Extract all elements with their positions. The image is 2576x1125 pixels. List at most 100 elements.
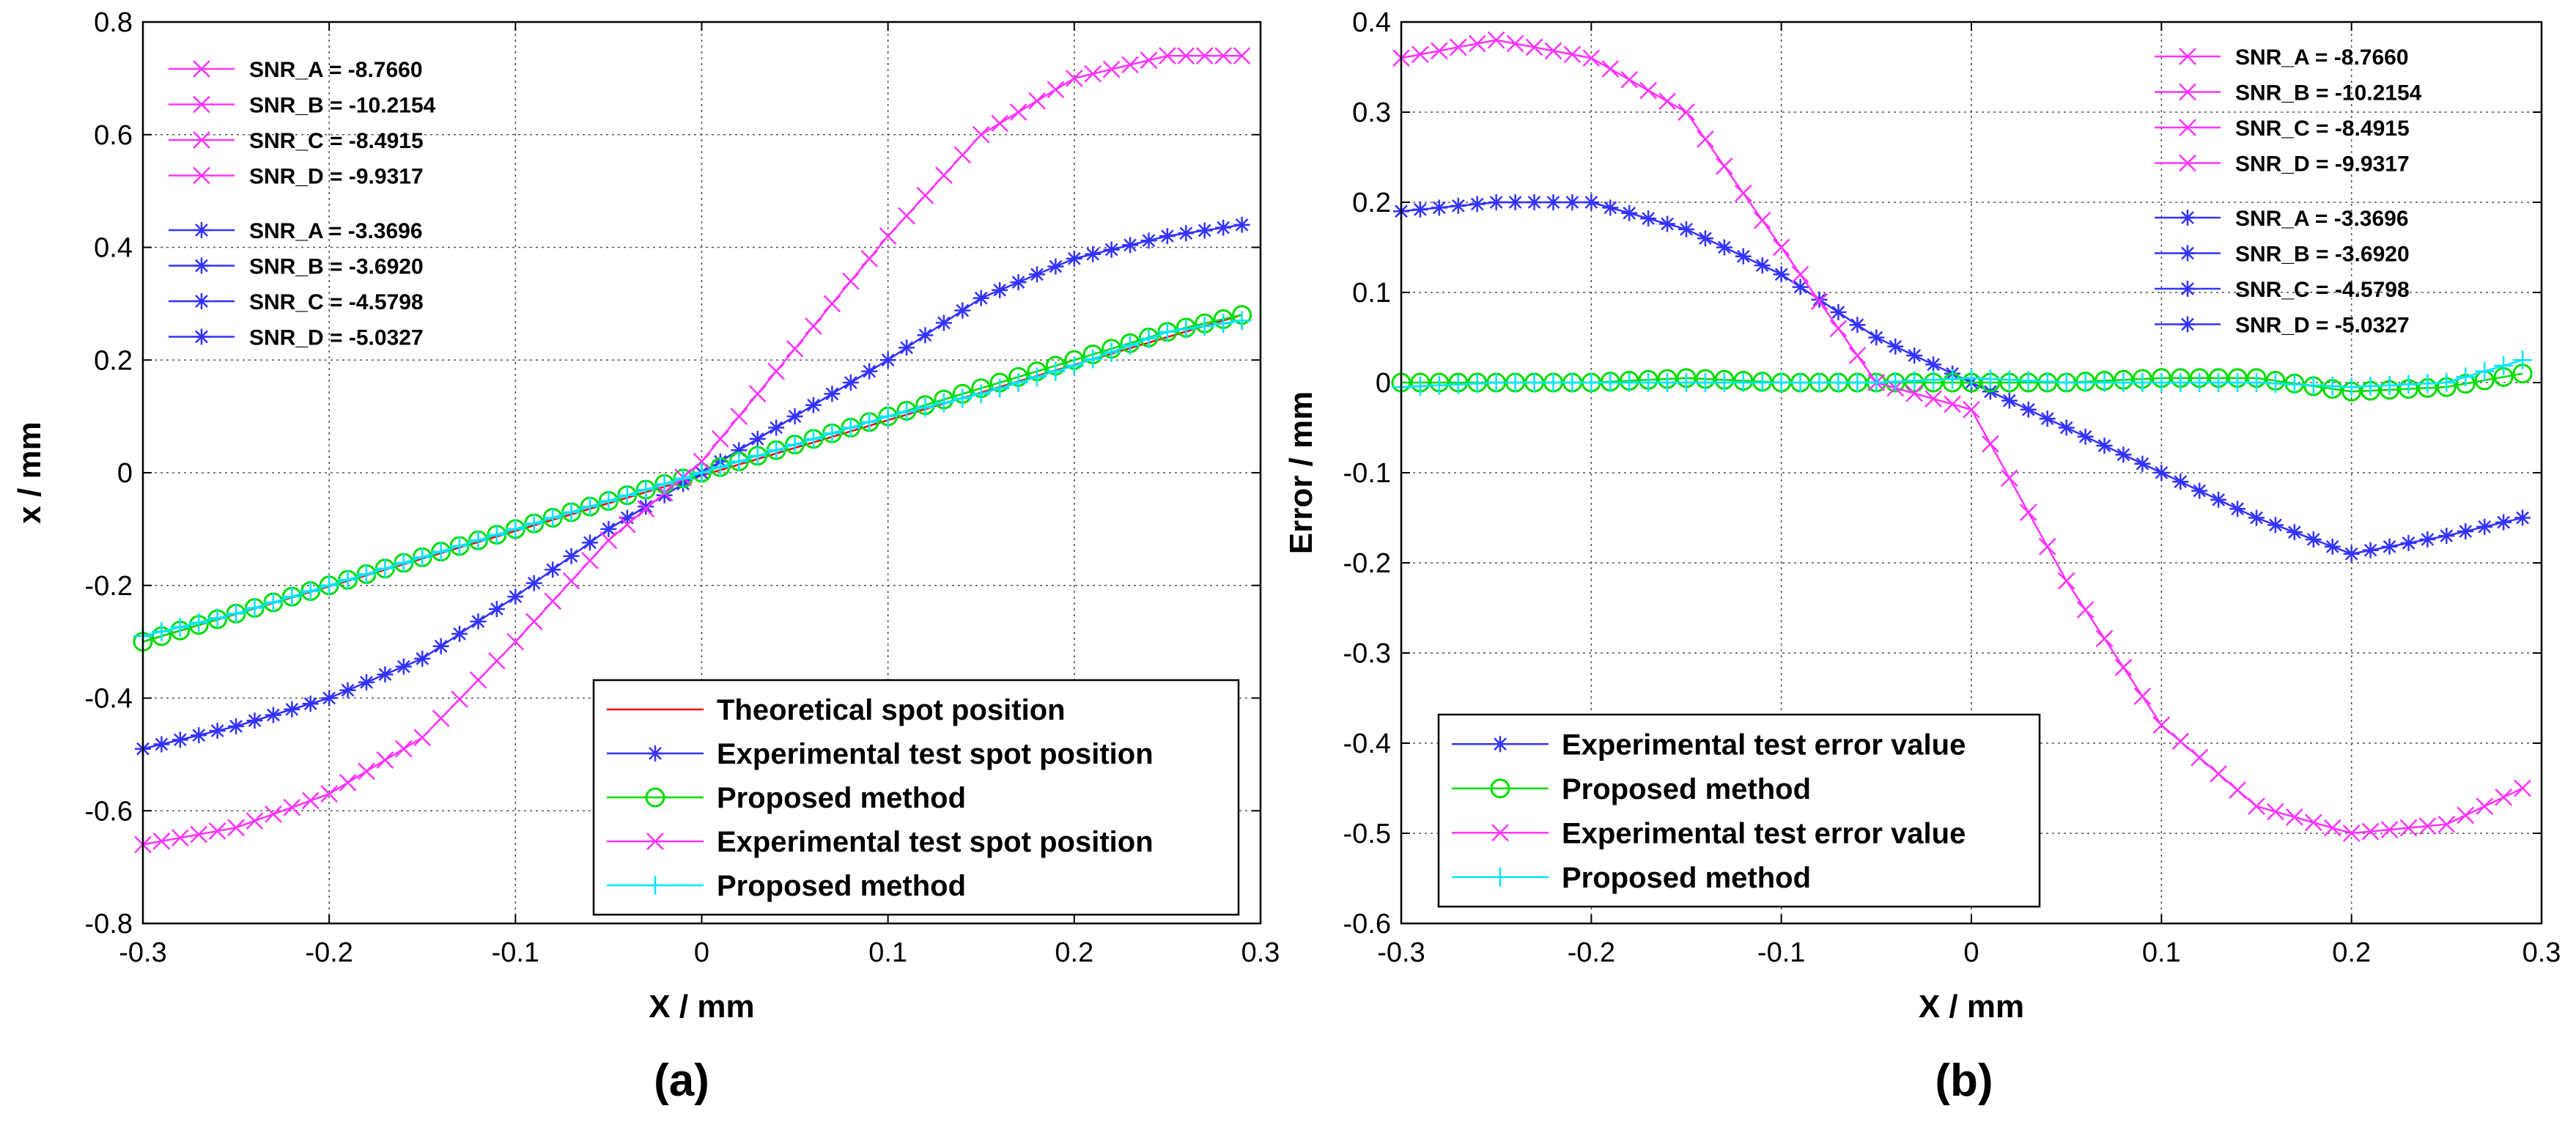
legend-label: Experimental test error value — [1562, 729, 1966, 761]
data-point — [1999, 370, 2019, 390]
data-point — [580, 497, 599, 517]
data-point — [2037, 372, 2057, 391]
data-point — [1924, 370, 1944, 390]
data-point — [954, 302, 971, 319]
data-point — [692, 463, 712, 482]
data-point — [2077, 428, 2094, 445]
data-point — [2191, 748, 2209, 767]
snr-annotation: SNR_B = -3.6920 — [169, 255, 424, 279]
snr-annotation: SNR_A = -3.3696 — [169, 219, 423, 243]
data-point — [861, 363, 878, 380]
legend-entry: Experimental test error value — [1452, 729, 1966, 761]
snr-text: SNR_D = -5.0327 — [2235, 314, 2410, 338]
snr-marker — [2180, 210, 2196, 226]
snr-annotation: SNR_B = -10.2154 — [169, 94, 436, 118]
snr-text: SNR_C = -8.4915 — [249, 129, 424, 153]
data-point — [1103, 241, 1120, 258]
y-tick-label: -0.6 — [85, 796, 133, 827]
data-point — [1195, 47, 1214, 65]
data-point — [1962, 368, 1981, 388]
data-point — [1411, 201, 1428, 218]
snr-marker — [2180, 316, 2196, 333]
snr-text: SNR_A = -3.3696 — [249, 219, 423, 243]
snr-annotation: SNR_B = -10.2154 — [2155, 81, 2422, 106]
data-point — [2476, 797, 2494, 815]
legend-marker — [1490, 778, 1510, 799]
data-point — [2057, 572, 2075, 590]
y-tick-label: -0.1 — [1343, 458, 1391, 489]
data-point — [1449, 38, 1467, 56]
data-point — [227, 819, 245, 837]
data-point — [2095, 373, 2114, 392]
data-point — [487, 525, 506, 545]
data-point — [1176, 319, 1196, 339]
legend-marker — [1492, 736, 1508, 753]
data-point — [414, 650, 431, 667]
snr-text: SNR_C = -8.4915 — [2235, 117, 2410, 141]
data-point — [916, 186, 934, 204]
data-point — [1639, 373, 1658, 392]
snr-annotation: SNR_C = -8.4915 — [2155, 117, 2410, 141]
data-point — [935, 166, 953, 184]
data-point — [284, 701, 300, 718]
data-point — [1659, 215, 1676, 232]
data-point — [897, 402, 917, 421]
legend: Experimental test error value Proposed me… — [1437, 713, 2041, 908]
data-point — [2248, 509, 2265, 526]
data-point — [2419, 531, 2436, 548]
data-point — [226, 604, 246, 624]
data-point — [470, 613, 487, 630]
legend-entry: Proposed method — [607, 870, 966, 902]
data-point — [1564, 194, 1581, 210]
data-point — [1640, 210, 1657, 227]
data-point — [2152, 716, 2171, 734]
data-point — [1029, 266, 1045, 283]
data-point — [1544, 42, 1562, 60]
data-point — [320, 575, 339, 595]
x-tick-label: -0.2 — [305, 937, 353, 968]
data-point — [1752, 373, 1772, 392]
data-point — [2001, 392, 2018, 409]
data-point — [2380, 821, 2399, 838]
data-point — [563, 547, 580, 564]
data-point — [1009, 103, 1027, 121]
data-point — [2229, 501, 2246, 517]
data-point — [189, 613, 209, 632]
snr-annotation: SNR_D = -5.0327 — [169, 326, 424, 350]
data-point — [637, 500, 655, 518]
y-tick-label: 0.3 — [1352, 97, 1391, 128]
snr-text: SNR_A = -3.3696 — [2235, 207, 2409, 231]
data-point — [768, 419, 785, 436]
y-tick-label: 0 — [117, 458, 133, 489]
data-point — [208, 822, 226, 840]
data-point — [1214, 314, 1233, 333]
data-point — [2096, 438, 2113, 454]
data-point — [1715, 157, 1733, 175]
data-point — [1047, 81, 1065, 99]
data-point — [413, 547, 432, 567]
y-axis-label: Error / mm — [1283, 391, 1319, 555]
legend-label: Proposed method — [717, 782, 966, 814]
data-point — [1430, 42, 1448, 60]
data-point — [1905, 371, 1924, 391]
legend-marker — [647, 745, 663, 761]
snr-marker — [2180, 281, 2196, 297]
data-point — [171, 731, 188, 748]
data-point — [1733, 373, 1753, 392]
data-point — [544, 592, 562, 611]
data-point — [619, 509, 635, 526]
legend-entry: Experimental test spot position — [607, 826, 1154, 858]
data-point — [2075, 373, 2095, 392]
data-point — [1658, 92, 1676, 111]
data-point — [2038, 537, 2056, 556]
data-point — [2267, 517, 2284, 534]
data-point — [377, 666, 394, 683]
data-point — [2133, 687, 2152, 705]
data-point — [1487, 31, 1505, 49]
data-point — [898, 339, 915, 356]
data-point — [618, 515, 636, 534]
data-point — [375, 558, 395, 578]
y-tick-label: -0.2 — [85, 571, 133, 602]
data-point — [1848, 347, 1867, 364]
snr-text: SNR_D = -9.9317 — [2235, 152, 2410, 177]
